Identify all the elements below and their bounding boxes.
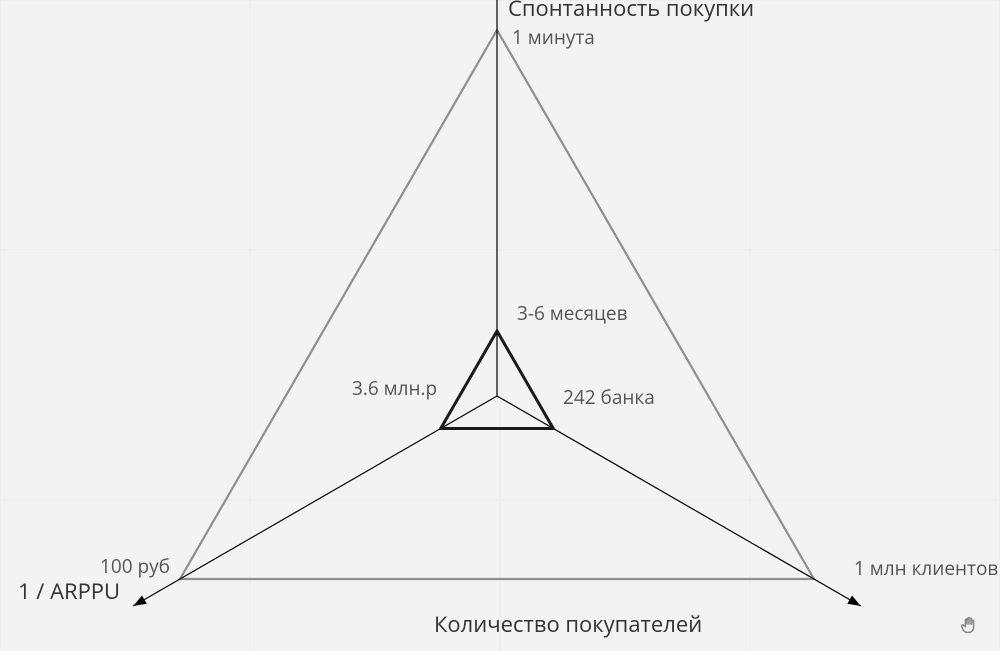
axis-label-arppu: 1 / ARPPU xyxy=(18,579,120,603)
outer-tick-arppu: 100 руб xyxy=(100,556,170,577)
pan-hand-icon[interactable] xyxy=(958,614,980,636)
inner-tick-customers: 242 банка xyxy=(563,387,655,408)
inner-tick-spontaneity: 3-6 месяцев xyxy=(517,303,627,324)
chart-stage: Спонтанность покупки 1 минута 3-6 месяце… xyxy=(0,0,1000,651)
inner-tick-arppu: 3.6 млн.р xyxy=(352,378,437,399)
axis-label-customers: Количество покупателей xyxy=(434,612,702,636)
outer-tick-customers: 1 млн клиентов xyxy=(854,558,998,579)
axis-label-spontaneity: Спонтанность покупки xyxy=(508,0,754,20)
outer-tick-spontaneity: 1 минута xyxy=(512,27,595,48)
